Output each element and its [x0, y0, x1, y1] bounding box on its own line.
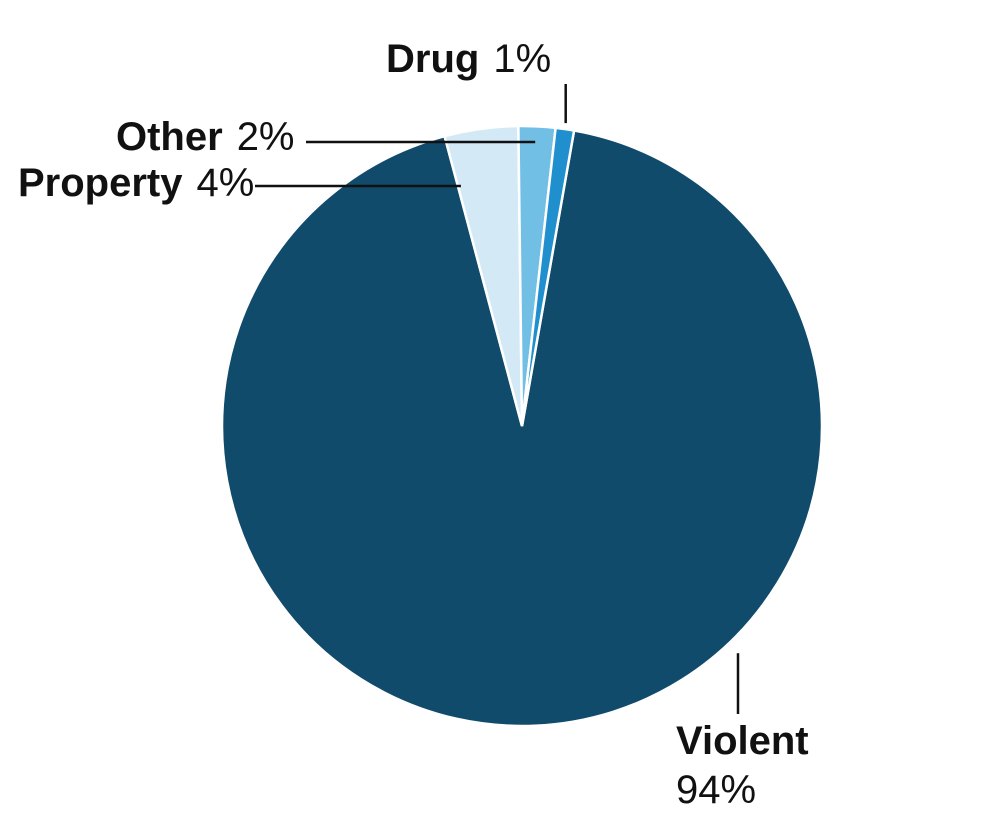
pie-slice-drug	[520, 126, 576, 427]
label-property-value: 4%	[197, 161, 255, 205]
pie-slice-violent	[220, 129, 824, 728]
leader-lines	[255, 84, 740, 714]
label-property: Property 4%	[18, 161, 254, 205]
label-drug: Drug 1%	[386, 37, 551, 81]
label-violent-name: Violent	[676, 719, 809, 763]
label-property-name: Property	[18, 161, 183, 205]
label-violent-value: 94%	[676, 768, 756, 812]
label-other-name: Other	[116, 115, 223, 159]
label-drug-name: Drug	[386, 37, 479, 81]
pie-slices	[220, 124, 824, 728]
label-other: Other 2%	[116, 115, 295, 159]
label-other-value: 2%	[237, 115, 295, 159]
label-drug-value: 1%	[493, 37, 551, 81]
